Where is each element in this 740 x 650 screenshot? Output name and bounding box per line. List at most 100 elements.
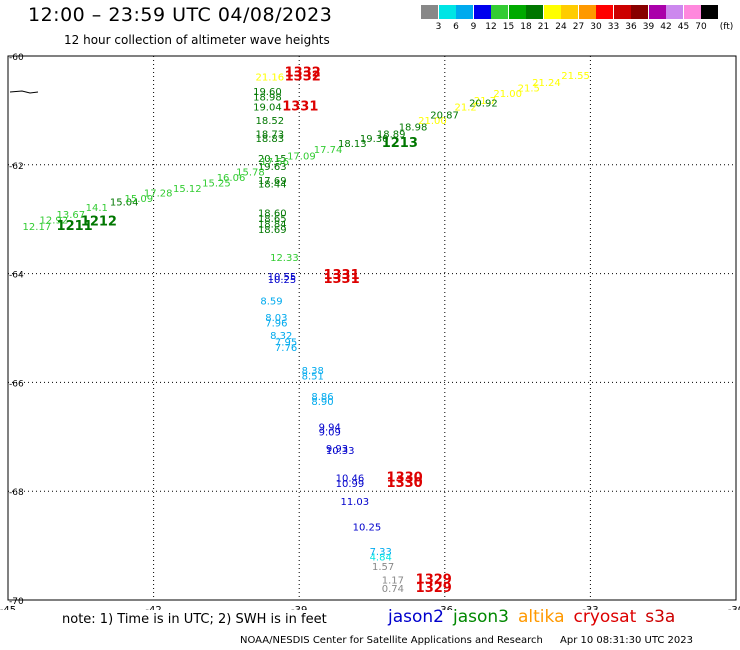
color-tick-label: 36 — [625, 22, 637, 32]
pass-time-label: 1331 — [282, 99, 318, 114]
pass-time-label: 1329 — [416, 581, 452, 596]
color-tick-label: 33 — [607, 22, 620, 32]
wave-height-label: 4.84 — [370, 552, 392, 563]
wave-height-label: 9.09 — [319, 428, 341, 439]
satellite-legend-jason3: jason3 — [453, 607, 509, 627]
pass-time-label: 1331 — [323, 268, 359, 283]
satellite-legend-cryosat: cryosat — [573, 607, 637, 627]
chart-subtitle: 12 hour collection of altimeter wave hei… — [64, 33, 330, 47]
wave-height-label: 9.94 — [319, 422, 341, 433]
wave-height-label: 8.59 — [260, 297, 282, 308]
wave-height-label: 18.73 — [256, 130, 285, 141]
y-tick-label: -70 — [9, 597, 24, 607]
wave-height-label: 18.84 — [258, 219, 287, 230]
color-tick-label: 42 — [660, 22, 672, 32]
color-swatch — [491, 5, 508, 19]
wave-height-label: 18.65 — [258, 214, 287, 225]
wave-height-label: 18.98 — [253, 93, 282, 104]
x-tick-label: -36 — [437, 605, 453, 610]
color-swatch — [613, 5, 631, 19]
wave-height-label: 19.63 — [258, 162, 287, 173]
color-unit-label: (ft) — [719, 22, 734, 32]
color-tick-label: 3 — [435, 22, 442, 32]
color-swatch — [596, 5, 613, 19]
wave-height-label: 20.87 — [430, 111, 459, 122]
wave-height-label: 7.33 — [370, 547, 392, 558]
color-swatch — [561, 5, 578, 19]
wave-height-label: 18.44 — [258, 180, 287, 191]
pass-time-label: 1330 — [387, 470, 423, 485]
y-tick-label: -66 — [9, 379, 24, 389]
wave-height-label: 17.28 — [144, 188, 173, 199]
wave-height-label: 18.98 — [399, 123, 428, 134]
wave-height-label: 10.25 — [268, 275, 297, 286]
wave-height-label: 15.12 — [173, 184, 202, 195]
wave-height-label: 18.52 — [256, 116, 285, 127]
wave-height-label: 14.1 — [86, 203, 108, 214]
wave-height-label: 10.46 — [336, 473, 365, 484]
color-tick-label: 24 — [555, 22, 567, 32]
x-tick-label: -45 — [0, 605, 16, 610]
footer-agency: NOAA/NESDIS Center for Satellite Applica… — [240, 635, 543, 646]
wave-height-label: 1.17 — [382, 576, 404, 587]
x-tick-label: -30 — [728, 605, 740, 610]
wave-height-label: 8.51 — [302, 372, 324, 383]
pass-time-label: 1211 — [57, 219, 93, 234]
wave-height-label: 12.92 — [40, 216, 69, 227]
y-tick-label: -62 — [9, 162, 24, 172]
wave-height-label: 8.03 — [265, 313, 287, 324]
wave-height-label: 8.32 — [270, 331, 292, 342]
color-swatch — [473, 5, 491, 19]
wave-height-label: 8.90 — [311, 397, 333, 408]
color-swatch — [578, 5, 596, 19]
wave-height-label: 12.17 — [23, 222, 52, 233]
wave-height-label: 20.15 — [258, 154, 287, 165]
wave-height-label: 19.60 — [253, 87, 282, 98]
wave-height-label: 21.16 — [256, 72, 285, 83]
color-swatch — [701, 5, 718, 19]
plot-frame — [7, 55, 737, 601]
wave-height-label: 18.83 — [256, 134, 285, 145]
wave-height-label: 18.89 — [377, 130, 406, 141]
altimeter-plot: -45 -42 -39 -36 -33 -30 -60 -62 -64 -66 -68 -70 21.1… — [0, 53, 740, 610]
color-tick-label: 15 — [502, 22, 515, 32]
color-tick-label: 30 — [590, 22, 602, 32]
wave-height-label: 17.69 — [258, 176, 287, 187]
note-text: note: 1) Time is in UTC; 2) SWH is in fe… — [62, 612, 327, 627]
wave-height-label: 15.25 — [202, 179, 231, 190]
footer-timestamp: Apr 10 08:31:30 UTC 2023 — [560, 635, 693, 646]
wave-height-label: 18.60 — [258, 208, 287, 219]
color-swatch — [543, 5, 561, 19]
pass-time-label: 1329 — [416, 573, 452, 588]
coastline-fragment — [9, 90, 39, 94]
color-tick-label: 27 — [572, 22, 585, 32]
wave-height-label: 21.7 — [474, 96, 496, 107]
color-swatch — [648, 5, 666, 19]
color-tick-label: 70 — [695, 22, 707, 32]
color-tick-label: 6 — [453, 22, 459, 32]
wave-height-label: 10.99 — [336, 479, 365, 490]
pass-time-label: 1332 — [285, 69, 321, 84]
wave-height-label: 10.33 — [326, 446, 355, 457]
pass-time-label: 1212 — [81, 215, 117, 230]
wave-height-label: 18.69 — [258, 225, 287, 236]
wave-height-label: 21.55 — [561, 71, 590, 82]
color-tick-label: 18 — [520, 22, 532, 32]
wave-height-label: 12.33 — [270, 253, 299, 264]
wave-height-label: 13.67 — [57, 210, 86, 221]
color-tick-label: 9 — [470, 22, 477, 32]
wave-height-label: 7.96 — [265, 318, 287, 329]
wave-height-label: 18.13 — [338, 139, 367, 150]
satellite-legend-altika: altika — [518, 607, 565, 627]
wave-height-label: 17.56 — [260, 157, 289, 168]
x-tick-label: -39 — [291, 605, 307, 610]
color-swatch — [631, 5, 648, 19]
x-tick-label: -33 — [582, 605, 598, 610]
pass-time-label: 1332 — [285, 66, 321, 81]
pass-time-label: 1331 — [323, 272, 359, 287]
y-tick-label: -68 — [9, 488, 24, 498]
x-tick-label: -42 — [145, 605, 161, 610]
satellite-legend-s3a: s3a — [645, 607, 676, 627]
satellite-legend: jason2 jason3 altika cryosat s3a — [388, 607, 684, 627]
wave-height-label: 9.93 — [326, 444, 348, 455]
